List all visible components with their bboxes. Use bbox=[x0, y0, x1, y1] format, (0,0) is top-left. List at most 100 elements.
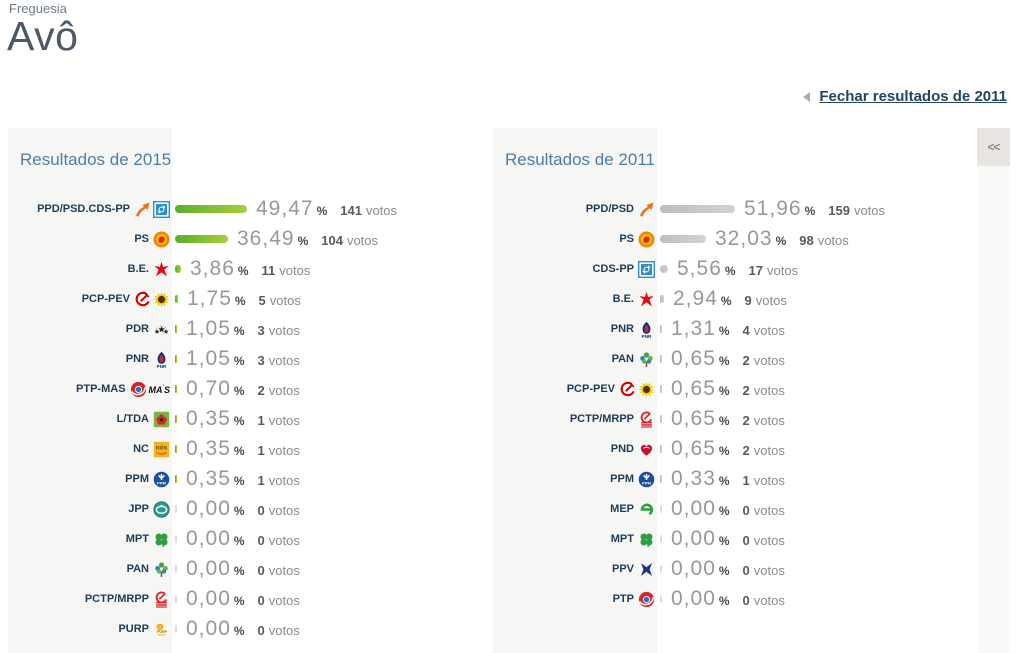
pct-value: 0,00 bbox=[186, 557, 231, 580]
pct-value: 51,96 bbox=[744, 197, 802, 220]
result-row: PNR PNR 1,31% 4 votos bbox=[493, 314, 975, 344]
party-label: PAN bbox=[611, 353, 634, 365]
ppm-badge-icon: PPM bbox=[638, 471, 655, 488]
votes-value: 3 bbox=[257, 353, 265, 368]
svg-text:PNR: PNR bbox=[157, 363, 167, 367]
result-row: PAN 0,00% 0 votos bbox=[8, 554, 490, 584]
collapse-2011-button[interactable]: << bbox=[977, 128, 1010, 166]
party-icons bbox=[638, 291, 655, 308]
votes-value: 0 bbox=[257, 563, 265, 578]
party-label: MEP bbox=[610, 503, 634, 515]
pct-value: 0,65 bbox=[671, 437, 716, 460]
percent-sign: % bbox=[718, 564, 730, 578]
percent-sign: % bbox=[718, 474, 730, 488]
votes-word: votos bbox=[767, 263, 799, 278]
result-bar bbox=[660, 295, 664, 303]
party-label: PTP-MAS bbox=[76, 383, 126, 395]
votes-word: votos bbox=[753, 503, 785, 518]
result-row: PTP 0,00% 0 votos bbox=[493, 584, 975, 614]
votes-value: 0 bbox=[742, 563, 750, 578]
mpt-clover-icon bbox=[153, 531, 170, 548]
result-bar bbox=[175, 325, 177, 333]
pev-sunflower-icon bbox=[638, 381, 655, 398]
page-title: Avô bbox=[7, 13, 79, 59]
votes-word: votos bbox=[268, 593, 300, 608]
votes-value: 3 bbox=[257, 323, 265, 338]
pct-value: 49,47 bbox=[256, 197, 314, 220]
party-label: PPM bbox=[125, 473, 149, 485]
pnd-heart-icon bbox=[638, 441, 655, 458]
votes-value: 0 bbox=[742, 533, 750, 548]
votes-word: votos bbox=[853, 203, 886, 218]
party-label: PAN bbox=[126, 563, 149, 575]
percent-sign: % bbox=[233, 354, 245, 368]
votes-word: votos bbox=[753, 593, 785, 608]
party-icons bbox=[638, 411, 655, 428]
party-icons bbox=[134, 200, 170, 218]
votes-value: 0 bbox=[742, 503, 750, 518]
result-bar bbox=[660, 325, 662, 333]
party-icons bbox=[153, 591, 170, 608]
cds-badge-icon bbox=[638, 260, 655, 278]
party-label: PS bbox=[619, 233, 634, 245]
prev-arrow-icon bbox=[803, 91, 811, 102]
result-bar bbox=[660, 445, 662, 453]
votes-word: votos bbox=[753, 353, 785, 368]
votes-word: votos bbox=[279, 263, 311, 278]
pct-value: 0,65 bbox=[671, 347, 716, 370]
percent-sign: % bbox=[233, 414, 245, 428]
votes-word: votos bbox=[268, 623, 300, 638]
votes-word: votos bbox=[817, 233, 849, 248]
percent-sign: % bbox=[234, 294, 246, 308]
result-bar bbox=[175, 205, 247, 213]
close-2011-results-label[interactable]: Fechar resultados de 2011 bbox=[819, 88, 1007, 105]
votes-value: 1 bbox=[257, 473, 265, 488]
pct-value: 3,86 bbox=[190, 257, 235, 280]
result-bar bbox=[660, 235, 706, 243]
percent-sign: % bbox=[718, 414, 730, 428]
ptp-swirl-icon bbox=[638, 591, 655, 608]
pan-tree-icon bbox=[638, 351, 655, 368]
pcp-sickle-icon bbox=[134, 291, 151, 308]
votes-value: 4 bbox=[742, 323, 750, 338]
votes-value: 141 bbox=[340, 203, 362, 218]
percent-sign: % bbox=[724, 264, 736, 278]
votes-word: votos bbox=[365, 203, 398, 218]
party-icons bbox=[153, 231, 170, 248]
votes-word: votos bbox=[753, 473, 785, 488]
results-2015-panel: Resultados de 2015 PPD/PSD.CDS-PP 49,47% 1… bbox=[8, 128, 490, 653]
percent-sign: % bbox=[233, 504, 245, 518]
party-icons bbox=[638, 591, 655, 608]
party-label: PTP bbox=[612, 593, 634, 605]
votes-word: votos bbox=[753, 563, 785, 578]
pct-value: 0,00 bbox=[186, 587, 231, 610]
votes-word: votos bbox=[753, 443, 785, 458]
party-icons bbox=[619, 381, 655, 398]
result-row: B.E. 2,94% 9 votos bbox=[493, 284, 975, 314]
votes-value: 2 bbox=[742, 353, 750, 368]
party-icons: PPM bbox=[153, 471, 170, 488]
party-icons: PNR bbox=[153, 351, 170, 368]
votes-word: votos bbox=[753, 383, 785, 398]
party-label: PPD/PSD bbox=[585, 203, 634, 215]
percent-sign: % bbox=[718, 504, 730, 518]
mep-leaf-icon bbox=[638, 501, 655, 518]
result-row: PCP-PEV 0,65% 2 votos bbox=[493, 374, 975, 404]
result-bar bbox=[660, 595, 662, 603]
votes-value: 98 bbox=[799, 233, 814, 248]
side-strip: << bbox=[977, 128, 1010, 653]
votes-value: 0 bbox=[257, 593, 265, 608]
party-label: JPP bbox=[128, 503, 149, 515]
result-bar bbox=[660, 565, 662, 573]
nc-badge-icon: nós bbox=[153, 441, 170, 458]
close-2011-results-link[interactable]: Fechar resultados de 2011 bbox=[803, 88, 1007, 105]
svg-text:PURP: PURP bbox=[157, 629, 168, 633]
party-label: PS bbox=[134, 233, 149, 245]
percent-sign: % bbox=[297, 234, 309, 248]
party-label: PCP-PEV bbox=[566, 383, 615, 395]
result-row: MPT 0,00% 0 votos bbox=[493, 524, 975, 554]
results-2011-panel: Resultados de 2011 PPD/PSD 51,96% 159 votos… bbox=[493, 128, 975, 653]
result-bar bbox=[175, 505, 177, 513]
pdr-stars-icon bbox=[153, 321, 170, 338]
result-bar bbox=[660, 535, 662, 543]
